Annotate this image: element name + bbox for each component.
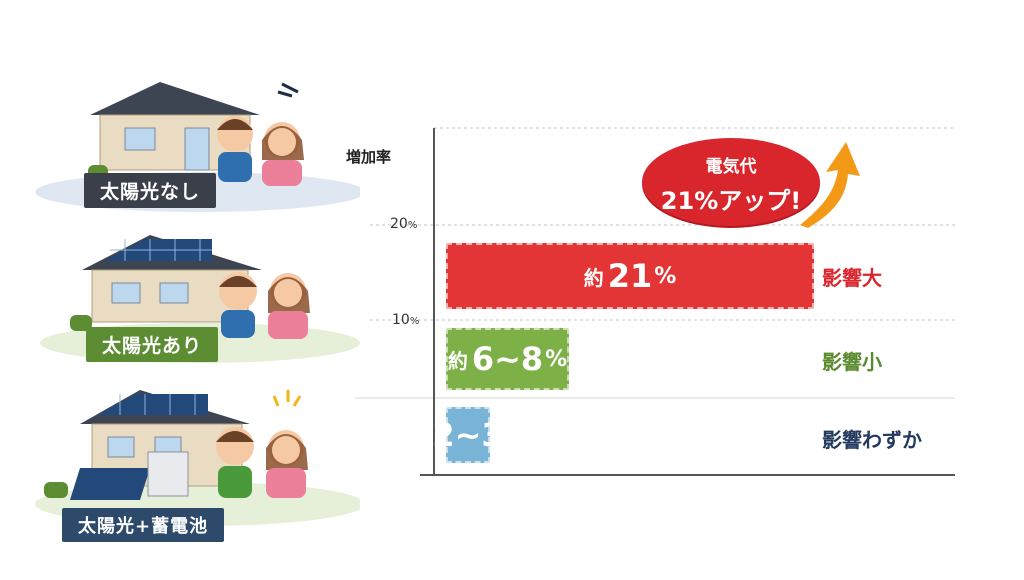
bar-unit: % (654, 263, 677, 289)
bar-prefix: 約 (447, 348, 468, 373)
scene-with-solar: 太陽光あり (0, 225, 360, 385)
category-label-no-solar: 太陽光なし (84, 173, 217, 208)
bar-no-solar: 約 21 % (446, 243, 814, 309)
bar-value-label: 2~3 (432, 416, 504, 454)
scene-solar-battery: 太陽光+蓄電池 (0, 382, 365, 542)
impact-label-large: 影響大 (822, 266, 882, 290)
bar-with-solar: 約 6~8 % (446, 328, 569, 390)
scene-no-solar: 太陽光なし (0, 70, 365, 230)
bar-prefix: 約 (408, 424, 429, 449)
category-label-solar-battery: 太陽光+蓄電池 (62, 508, 225, 542)
bar-prefix: 約 (583, 265, 604, 290)
annotation-line2: 21%アップ! (660, 187, 802, 215)
up-arrow-icon (800, 142, 860, 228)
tick-label-10: 10% (392, 312, 420, 328)
bar-value-label: 6~8 (471, 340, 544, 378)
tick-label-20: 20% (390, 216, 418, 232)
axis-title: 増加率 (346, 148, 392, 166)
bar-unit: % (545, 346, 568, 372)
bar-unit: % (505, 422, 528, 448)
category-label-with-solar: 太陽光あり (86, 327, 219, 362)
annotation-line1: 電気代 (705, 157, 757, 177)
bar-solar-battery: 約 2~3 % (408, 407, 528, 463)
bar-value-label: 21 (607, 257, 653, 295)
impact-label-slight: 影響わずか (822, 428, 922, 452)
impact-label-small: 影響小 (822, 350, 882, 374)
annotation-badge: 電気代 21%アップ! (642, 138, 820, 226)
